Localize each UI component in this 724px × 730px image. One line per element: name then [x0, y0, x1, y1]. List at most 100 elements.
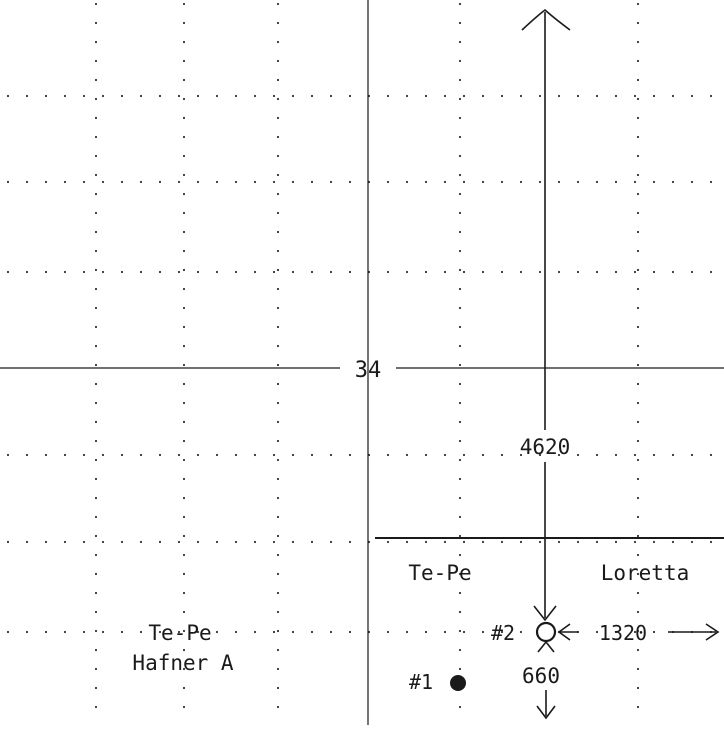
grid-dot — [538, 180, 542, 184]
grid-dot — [636, 97, 640, 101]
grid-dot — [405, 270, 409, 274]
grid-dot — [636, 154, 640, 158]
grid-dot — [636, 534, 640, 538]
grid-dot — [25, 180, 29, 184]
grid-dot — [458, 230, 462, 234]
south-down-arrowhead — [536, 705, 556, 720]
south-up-arrowhead — [537, 640, 555, 653]
grid-dot — [276, 515, 280, 519]
grid-dot — [25, 630, 29, 634]
grid-dot — [462, 630, 466, 634]
grid-dot — [671, 180, 675, 184]
east-distance-label: 1320 — [599, 621, 647, 645]
grid-dot — [94, 154, 98, 158]
grid-dot — [636, 610, 640, 614]
grid-dot — [276, 591, 280, 595]
quarter-quarter-grid — [6, 2, 713, 709]
grid-dot — [481, 630, 485, 634]
grid-dot — [182, 667, 186, 671]
grid-dot — [709, 540, 713, 544]
well-1-symbol — [450, 675, 466, 691]
grid-dot — [636, 40, 640, 44]
lease-name-te-pe-hafner-line1: Te-Pe — [148, 621, 211, 645]
grid-dot — [182, 458, 186, 462]
grid-dot — [458, 287, 462, 291]
grid-dot — [158, 180, 162, 184]
grid-dot — [120, 630, 124, 634]
grid-dot — [276, 135, 280, 139]
grid-dot — [94, 344, 98, 348]
grid-dot — [690, 180, 694, 184]
grid-dot — [94, 458, 98, 462]
grid-dot — [636, 553, 640, 557]
grid-dot — [652, 270, 656, 274]
grid-dot — [63, 270, 67, 274]
grid-dot — [94, 534, 98, 538]
grid-dot — [519, 180, 523, 184]
grid-dot — [94, 439, 98, 443]
grid-dot — [272, 270, 276, 274]
grid-dot — [652, 453, 656, 457]
grid-dot — [633, 540, 637, 544]
grid-dot — [182, 192, 186, 196]
grid-dot — [348, 270, 352, 274]
grid-dot — [158, 270, 162, 274]
grid-dot — [652, 94, 656, 98]
grid-dot — [182, 78, 186, 82]
grid-dot — [139, 270, 143, 274]
grid-dot — [196, 94, 200, 98]
grid-dot — [94, 610, 98, 614]
grid-dot — [636, 268, 640, 272]
grid-dot — [636, 648, 640, 652]
grid-dot — [276, 477, 280, 481]
grid-dot — [276, 553, 280, 557]
grid-dot — [272, 453, 276, 457]
grid-dot — [25, 94, 29, 98]
grid-dot — [120, 180, 124, 184]
grid-dot — [234, 270, 238, 274]
grid-dot — [458, 268, 462, 272]
grid-dot — [458, 382, 462, 386]
grid-dot — [44, 94, 48, 98]
grid-dot — [636, 629, 640, 633]
grid-dot — [94, 667, 98, 671]
grid-dot — [348, 453, 352, 457]
grid-dot — [458, 154, 462, 158]
grid-dot — [272, 180, 276, 184]
grid-dot — [386, 630, 390, 634]
grid-dot — [458, 211, 462, 215]
grid-dot — [276, 116, 280, 120]
down-arrowhead — [533, 605, 557, 622]
grid-dot — [63, 540, 67, 544]
grid-dot — [82, 540, 86, 544]
grid-dot — [182, 154, 186, 158]
grid-dot — [94, 572, 98, 576]
grid-dot — [424, 270, 428, 274]
grid-dot — [500, 180, 504, 184]
grid-dot — [424, 180, 428, 184]
grid-dot — [386, 453, 390, 457]
grid-dot — [276, 705, 280, 709]
grid-dot — [196, 540, 200, 544]
grid-dot — [276, 173, 280, 177]
grid-dot — [182, 496, 186, 500]
grid-dot — [709, 453, 713, 457]
grid-dot — [291, 630, 295, 634]
grid-dot — [348, 540, 352, 544]
grid-dot — [94, 230, 98, 234]
grid-dot — [329, 94, 333, 98]
grid-dot — [182, 306, 186, 310]
grid-dot — [215, 630, 219, 634]
grid-dot — [215, 453, 219, 457]
grid-dot — [576, 94, 580, 98]
grid-dot — [94, 40, 98, 44]
grid-dot — [458, 705, 462, 709]
grid-dot — [94, 363, 98, 367]
grid-dot — [500, 540, 504, 544]
grid-dot — [182, 173, 186, 177]
grid-dot — [291, 540, 295, 544]
grid-dot — [94, 211, 98, 215]
grid-dot — [458, 667, 462, 671]
grid-dot — [348, 630, 352, 634]
grid-dot — [690, 540, 694, 544]
